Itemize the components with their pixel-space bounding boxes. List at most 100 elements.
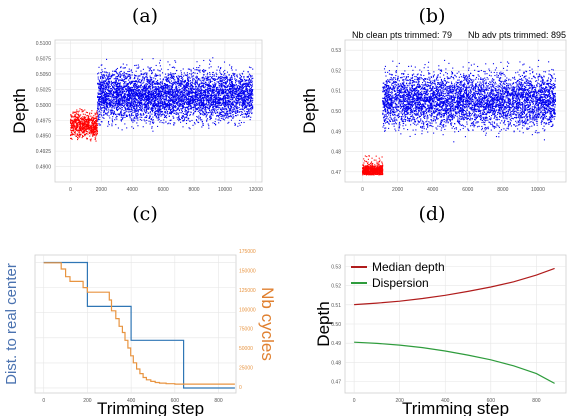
scatter-point-blue <box>215 90 217 93</box>
scatter-point-blue <box>116 102 118 104</box>
scatter-point-red <box>77 139 79 141</box>
scatter-point-blue <box>130 111 132 113</box>
scatter-point-blue <box>101 110 103 112</box>
scatter-point-blue <box>248 85 250 87</box>
scatter-point-blue <box>215 112 217 115</box>
scatter-point-blue <box>235 102 238 104</box>
scatter-point-red <box>77 116 79 118</box>
scatter-point-blue <box>226 94 228 97</box>
scatter-point-blue <box>154 82 156 84</box>
scatter-point-red <box>96 133 99 135</box>
scatter-point-red <box>83 120 85 122</box>
scatter-point-red <box>74 129 76 131</box>
scatter-point-red <box>78 122 80 124</box>
scatter-point-red <box>75 127 78 129</box>
scatter-point-blue <box>115 68 117 71</box>
scatter-point-blue <box>159 103 161 105</box>
scatter-point-blue <box>185 113 187 115</box>
scatter-point-blue <box>176 88 178 90</box>
scatter-point-blue <box>185 88 187 90</box>
scatter-point-red <box>71 115 73 118</box>
scatter-point-blue <box>119 71 121 73</box>
scatter-point-blue <box>160 97 162 99</box>
scatter-point-blue <box>247 103 249 105</box>
scatter-point-blue <box>212 102 214 104</box>
scatter-point-blue <box>113 86 115 88</box>
scatter-point-blue <box>192 82 194 84</box>
scatter-point-blue <box>166 88 168 90</box>
scatter-point-blue <box>247 79 249 81</box>
scatter-point-blue <box>122 89 124 91</box>
scatter-point-blue <box>200 91 202 93</box>
scatter-point-blue <box>186 116 188 118</box>
scatter-point-blue <box>151 83 153 85</box>
scatter-point-blue <box>157 100 159 102</box>
scatter-point-blue <box>219 89 221 91</box>
scatter-point-blue <box>107 88 109 90</box>
scatter-point-blue <box>239 86 241 88</box>
scatter-point-blue <box>151 98 154 100</box>
scatter-point-blue <box>101 99 103 101</box>
scatter-point-blue <box>176 75 178 78</box>
scatter-point-blue <box>169 90 171 92</box>
scatter-point-blue <box>185 122 188 125</box>
scatter-point-blue <box>136 95 139 97</box>
scatter-point-blue <box>241 85 243 87</box>
scatter-point-blue <box>185 74 187 76</box>
scatter-point-blue <box>173 97 175 99</box>
scatter-point-blue <box>199 111 201 113</box>
scatter-point-red <box>88 120 90 122</box>
scatter-point-blue <box>223 88 225 91</box>
scatter-point-blue <box>225 76 227 79</box>
scatter-point-blue <box>126 76 128 79</box>
scatter-point-blue <box>236 110 238 112</box>
scatter-point-blue <box>149 98 151 100</box>
scatter-point-blue <box>247 98 249 100</box>
scatter-point-blue <box>187 79 189 81</box>
scatter-point-blue <box>168 77 170 79</box>
scatter-point-blue <box>236 74 238 76</box>
scatter-point-red <box>76 126 78 128</box>
scatter-point-blue <box>140 90 142 92</box>
scatter-point-blue <box>146 103 148 105</box>
scatter-point-blue <box>192 77 194 80</box>
scatter-point-blue <box>174 105 176 107</box>
scatter-point-blue <box>247 96 249 98</box>
scatter-point-blue <box>98 72 100 74</box>
scatter-point-blue <box>211 89 213 91</box>
scatter-point-blue <box>115 102 117 105</box>
scatter-point-blue <box>190 105 192 107</box>
scatter-point-blue <box>196 96 198 98</box>
scatter-point-blue <box>99 104 101 106</box>
scatter-point-blue <box>185 82 187 84</box>
scatter-point-blue <box>228 112 230 114</box>
scatter-point-blue <box>134 85 137 87</box>
scatter-point-blue <box>182 105 184 107</box>
scatter-point-blue <box>100 97 102 100</box>
scatter-point-blue <box>108 72 110 74</box>
scatter-point-blue <box>228 106 230 108</box>
scatter-point-blue <box>107 84 109 86</box>
scatter-point-blue <box>164 103 166 105</box>
scatter-point-blue <box>245 86 248 88</box>
scatter-point-blue <box>175 99 178 101</box>
scatter-point-red <box>88 119 90 121</box>
scatter-point-blue <box>248 89 250 91</box>
scatter-point-blue <box>101 81 103 83</box>
scatter-point-blue <box>103 83 106 85</box>
scatter-point-blue <box>208 85 210 87</box>
scatter-point-blue <box>230 110 232 112</box>
scatter-point-blue <box>110 104 112 106</box>
scatter-point-blue <box>209 73 211 75</box>
scatter-point-blue <box>131 92 133 94</box>
scatter-point-blue <box>171 103 173 105</box>
scatter-point-red <box>93 132 95 134</box>
scatter-point-blue <box>154 92 156 94</box>
scatter-point-blue <box>205 78 207 80</box>
scatter-point-blue <box>242 84 244 86</box>
scatter-point-red <box>86 125 88 127</box>
scatter-point-blue <box>222 91 224 93</box>
scatter-point-red <box>77 113 79 115</box>
scatter-point-blue <box>190 102 192 104</box>
scatter-point-blue <box>202 77 204 79</box>
